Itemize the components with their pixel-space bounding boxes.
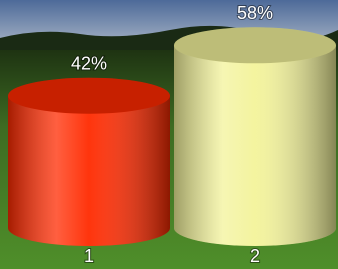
bar-shading: [174, 45, 336, 246]
data-label: 42%: [71, 53, 107, 73]
bar-top-shading: [8, 78, 170, 114]
bar-top-shading: [174, 27, 336, 63]
x-tick-label: 1: [84, 246, 94, 266]
x-tick-label: 2: [250, 246, 260, 266]
page: {"chart_data": {"type": "bar", "categori…: [0, 0, 338, 269]
chart: 42% 1 58% 2: [0, 0, 338, 269]
bar-shading: [8, 96, 170, 246]
data-label: 58%: [237, 3, 273, 23]
